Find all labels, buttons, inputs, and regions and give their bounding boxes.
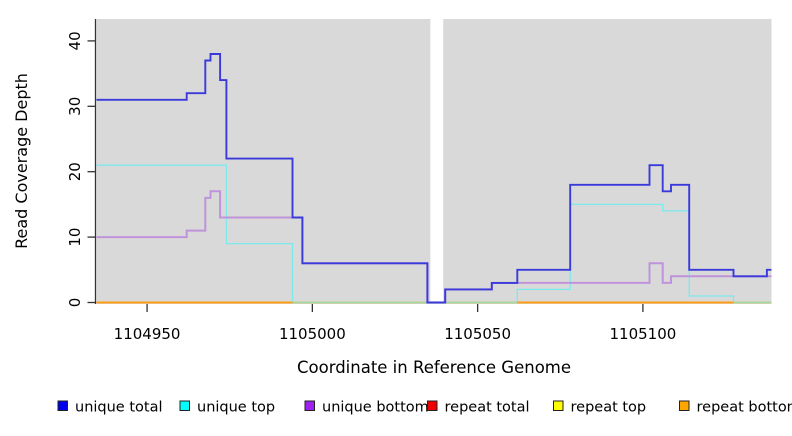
legend-swatch-repeat-total	[428, 401, 438, 411]
legend-label-repeat-top: repeat top	[571, 400, 647, 416]
legend-label-unique-top: unique top	[197, 400, 275, 416]
x-tick-label: 1104950	[114, 325, 181, 343]
x-tick-label: 1105050	[444, 325, 511, 343]
masked-region	[430, 19, 443, 301]
legend-swatch-repeat-top	[554, 401, 564, 411]
legend-label-repeat-total: repeat total	[445, 400, 530, 416]
legend-swatch-unique-top	[180, 401, 190, 411]
y-axis-title: Read Coverage Depth	[12, 73, 31, 249]
legend-label-unique-total: unique total	[75, 400, 163, 416]
legend-label-repeat-bottom: repeat bottom	[697, 400, 792, 416]
x-axis-title: Coordinate in Reference Genome	[297, 358, 571, 377]
y-tick-label: 30	[66, 97, 84, 116]
legend-swatch-unique-bottom	[305, 401, 315, 411]
x-tick-label: 1105000	[279, 325, 346, 343]
y-tick-label: 40	[66, 31, 84, 50]
y-tick-label: 0	[66, 298, 84, 308]
y-tick-label: 10	[66, 228, 84, 247]
x-tick-label: 1105100	[610, 325, 677, 343]
y-tick-label: 20	[66, 162, 84, 181]
legend-swatch-repeat-bottom	[680, 401, 690, 411]
legend-label-unique-bottom: unique bottom	[322, 400, 429, 416]
legend-swatch-unique-total	[58, 401, 68, 411]
